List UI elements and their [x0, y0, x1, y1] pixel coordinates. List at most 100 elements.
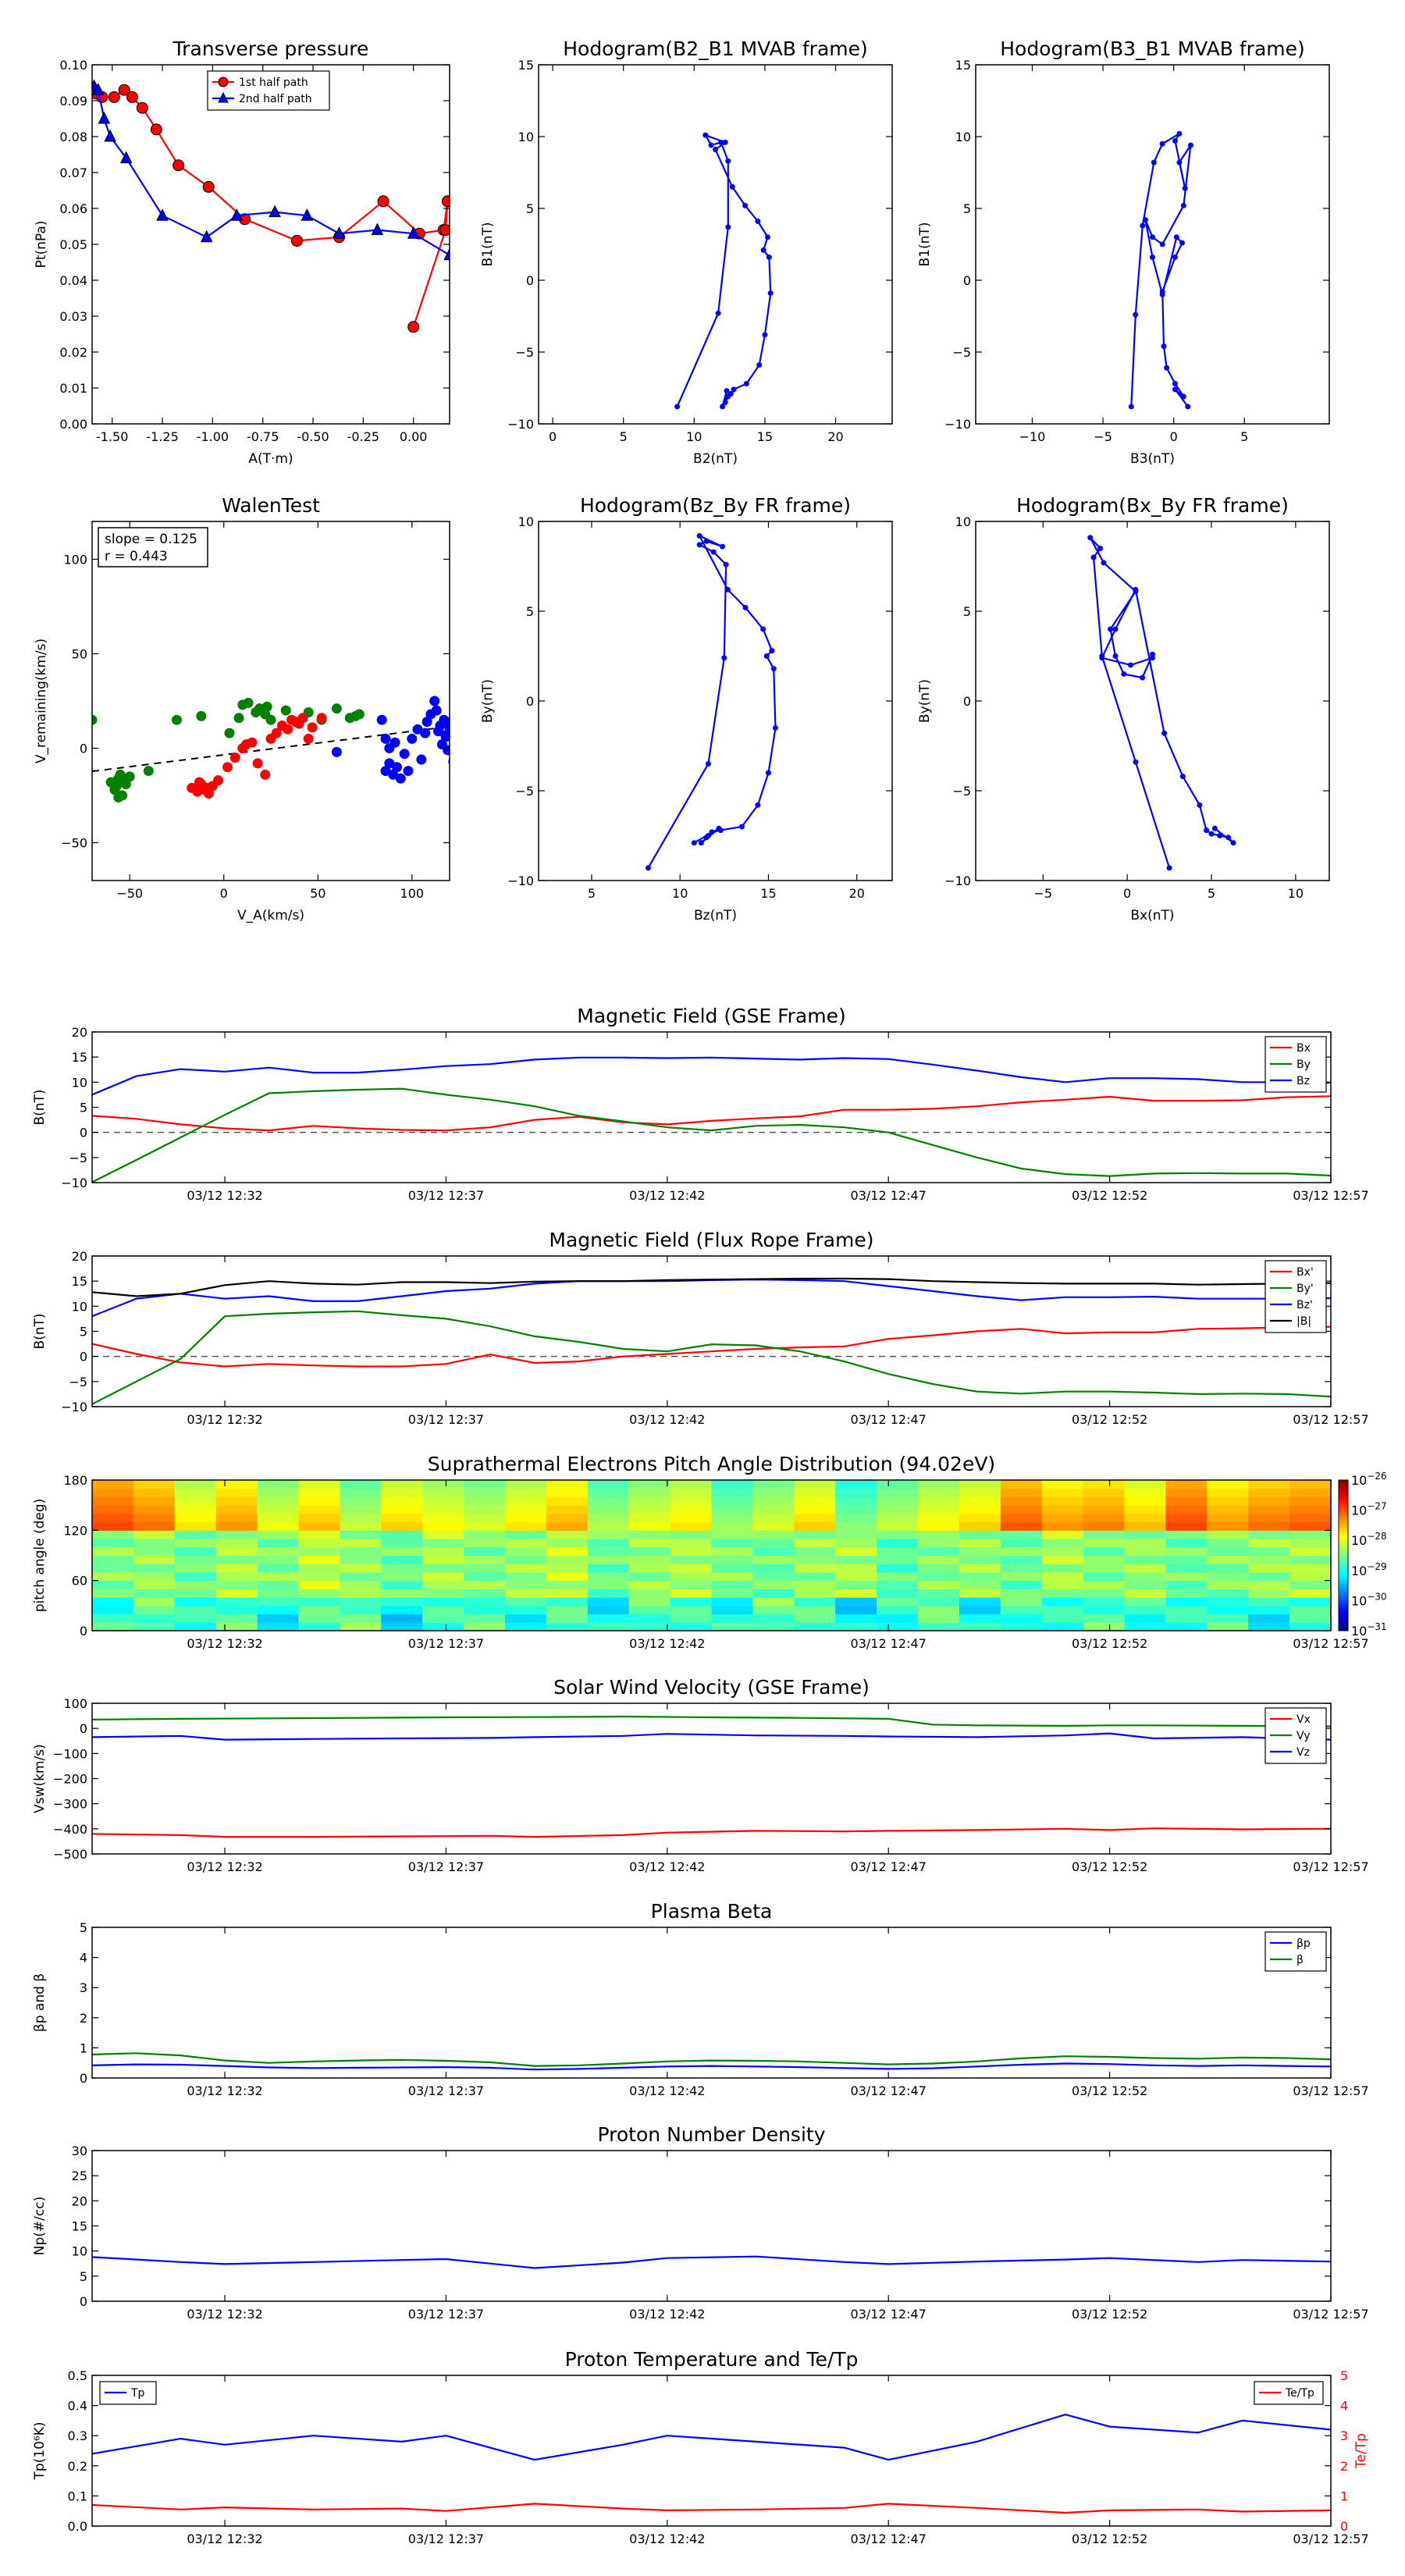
heatmap-cell	[752, 1539, 795, 1548]
heatmap-cell	[628, 1480, 671, 1489]
data-point	[1172, 386, 1178, 393]
chart-mag_gse: Magnetic Field (GSE Frame) 03/12 12:32 03/…	[32, 1005, 1369, 1203]
heatmap-cell	[835, 1622, 877, 1631]
y-tick-label: 0.0	[68, 2519, 87, 2534]
data-point	[1159, 141, 1165, 147]
heatmap-cell	[340, 1521, 382, 1531]
x-axis-label: Bz(nT)	[694, 908, 737, 923]
heatmap-cell	[959, 1614, 1001, 1623]
series-layer	[92, 2255, 1331, 2269]
heatmap-cell	[92, 1521, 134, 1531]
heatmap-cell	[1248, 1589, 1290, 1598]
heatmap-cell	[257, 1614, 300, 1623]
data-point	[718, 139, 724, 145]
y-tick-label: 0.09	[59, 94, 87, 109]
x-tick-label: 03/12 12:52	[1072, 1636, 1147, 1651]
heatmap-cell	[1165, 1589, 1208, 1598]
heatmap-cell	[381, 1480, 423, 1489]
data-point	[316, 713, 327, 724]
heatmap-cell	[92, 1564, 134, 1573]
heatmap-cell	[1000, 1614, 1043, 1623]
y-tick-label: 5	[80, 2269, 87, 2284]
heatmap-cell	[1041, 1571, 1084, 1582]
heatmap-cell	[918, 1539, 960, 1548]
heatmap-cell	[92, 1480, 134, 1489]
data-point	[113, 792, 124, 802]
y-tick-label: −500	[53, 1847, 87, 1862]
plot-area	[539, 65, 892, 424]
heatmap-cell	[959, 1546, 1001, 1557]
heatmap-cell	[628, 1521, 671, 1531]
heatmap-cell	[628, 1614, 671, 1623]
data-point	[196, 710, 207, 721]
plot-area	[92, 65, 450, 424]
heatmap-cell	[918, 1488, 960, 1498]
x-tick-label: 50	[310, 886, 325, 901]
heatmap-cell	[959, 1496, 1001, 1506]
data-point	[763, 653, 770, 659]
heatmap-cell	[877, 1505, 919, 1514]
heatmap-cell	[1124, 1480, 1166, 1489]
legend-marker	[218, 91, 229, 103]
x-tick-label: -0.75	[247, 429, 279, 444]
heatmap-cell	[711, 1530, 753, 1539]
heatmap-cell	[1124, 1605, 1166, 1615]
heatmap-cell	[628, 1571, 671, 1582]
chart-h2: Hodogram(B3_B1 MVAB frame) −10 −5 0 5 −10 −5 0 5…	[917, 37, 1330, 467]
data-point	[725, 158, 731, 164]
legend: βp β	[1264, 1931, 1327, 1972]
y-axis-label: By(nT)	[917, 679, 933, 723]
heatmap-cell	[1124, 1571, 1166, 1582]
series-line	[92, 2052, 1331, 2067]
data-point	[742, 202, 749, 208]
heatmap-cell	[835, 1505, 877, 1514]
heatmap-cell	[257, 1496, 300, 1506]
series-bz	[92, 1056, 1331, 1096]
heatmap-cell	[711, 1521, 753, 1531]
data-point	[1159, 289, 1165, 295]
heatmap-cell	[505, 1539, 547, 1548]
data-point	[1087, 535, 1094, 541]
x-tick-label: 03/12 12:42	[629, 1636, 705, 1651]
data-point	[674, 404, 681, 410]
annotation-box	[98, 527, 208, 568]
y-tick-label: −10	[61, 1400, 87, 1414]
heatmap-cell	[1248, 1513, 1290, 1523]
x-tick-label: 03/12 12:57	[1293, 2532, 1368, 2546]
data-point	[280, 705, 291, 716]
data-point	[1166, 865, 1172, 871]
heatmap-cell	[1000, 1521, 1043, 1531]
y-right-tick-label: 0	[1340, 2519, 1348, 2534]
data-point	[1187, 142, 1193, 148]
data-point	[377, 195, 389, 208]
y-tick-label: 5	[80, 1101, 87, 1115]
heatmap-cell	[959, 1622, 1001, 1631]
data-point	[119, 151, 133, 164]
heatmap-cell	[835, 1539, 877, 1548]
legend: 1st half path 2nd half path	[207, 70, 330, 111]
data-point	[1182, 185, 1188, 191]
x-tick-label: 03/12 12:47	[851, 1412, 927, 1427]
heatmap-cell	[257, 1564, 300, 1573]
data-point	[1150, 655, 1155, 661]
heatmap-cell	[918, 1622, 960, 1631]
heatmap-cell	[670, 1513, 713, 1523]
y-tick-label: 180	[63, 1473, 87, 1488]
x-tick-label: 03/12 12:47	[851, 1636, 927, 1651]
heatmap-cell	[918, 1597, 960, 1606]
heatmap-cell	[464, 1539, 506, 1548]
series-by	[92, 1087, 1331, 1183]
data-point	[1197, 802, 1203, 808]
data-point	[194, 777, 205, 788]
data-point	[1172, 138, 1178, 144]
heatmap-cell	[215, 1488, 258, 1498]
y-axis-label: B(nT)	[32, 1089, 48, 1125]
heatmap-cell	[1000, 1530, 1043, 1539]
heatmap-cell	[711, 1496, 753, 1506]
heatmap-cell	[298, 1622, 340, 1631]
heatmap-cell	[133, 1605, 176, 1615]
x-tick-label: -1.50	[96, 429, 128, 444]
heatmap-cell	[340, 1622, 382, 1631]
heatmap-cell	[422, 1539, 464, 1548]
legend-label: Bz	[1297, 1075, 1310, 1087]
